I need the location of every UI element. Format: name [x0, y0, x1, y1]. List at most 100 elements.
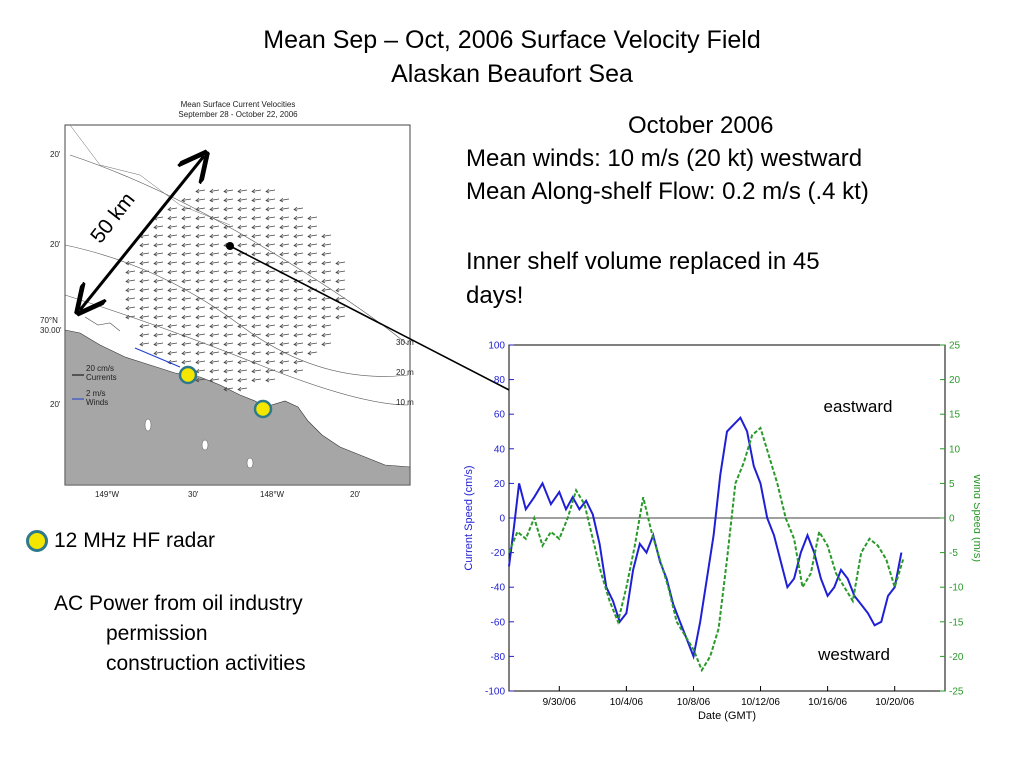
current-vector-head: [251, 197, 256, 203]
current-vector-head: [153, 332, 158, 338]
current-vector: [279, 198, 290, 201]
current-vector-head: [293, 224, 298, 230]
info-month: October 2006: [628, 112, 774, 139]
y2-tick-label: -10: [949, 583, 964, 594]
current-vector-head: [195, 323, 200, 329]
map-title-line1: Mean Surface Current Velocities: [181, 100, 296, 109]
current-vector: [195, 333, 206, 336]
current-vector-head: [195, 359, 200, 365]
current-vector: [153, 324, 164, 327]
y-tick-label: -60: [491, 617, 506, 628]
current-vector-head: [223, 233, 228, 239]
current-vector: [265, 189, 276, 192]
y-tick-label: 40: [494, 444, 506, 455]
current-vector-head: [223, 278, 228, 284]
current-vector-head: [223, 386, 228, 392]
current-vector: [223, 189, 234, 192]
lon-30-label: 30': [188, 490, 199, 499]
y2-tick-label: -5: [949, 548, 958, 559]
key-winds-line2: Winds: [86, 398, 108, 407]
current-vector-head: [279, 224, 284, 230]
x-axis-label: Date (GMT): [698, 710, 756, 722]
current-vector-head: [223, 215, 228, 221]
key-currents-line1: 20 cm/s: [86, 364, 114, 373]
current-vector: [237, 207, 248, 210]
current-vector-head: [237, 206, 242, 212]
current-vector-head: [265, 188, 270, 194]
current-vector: [153, 342, 164, 345]
annotation-westward: westward: [817, 645, 890, 664]
current-vector-head: [181, 332, 186, 338]
current-vector: [223, 234, 234, 237]
current-vector-head: [167, 350, 172, 356]
current-vector: [181, 360, 192, 363]
current-vector: [223, 207, 234, 210]
radar-site-2: [253, 399, 273, 419]
current-vector: [139, 324, 150, 327]
lake-1: [144, 418, 152, 432]
current-vector: [153, 351, 164, 354]
current-vector: [223, 216, 234, 219]
current-vector-head: [223, 197, 228, 203]
current-vector: [167, 342, 178, 345]
current-vector-head: [139, 341, 144, 347]
current-vector-head: [279, 215, 284, 221]
key-currents-line2: Currents: [86, 373, 117, 382]
current-vector-head: [223, 323, 228, 329]
x-tick-label: 10/12/06: [741, 697, 780, 708]
current-vector-head: [223, 287, 228, 293]
current-vector: [265, 234, 276, 237]
current-vector: [209, 216, 220, 219]
lon-149-label: 149°W: [95, 490, 120, 499]
current-vector-head: [223, 269, 228, 275]
current-vector-head: [237, 188, 242, 194]
current-vector: [195, 342, 206, 345]
current-vector-head: [265, 197, 270, 203]
y-tick-label: -20: [491, 548, 506, 559]
coastline-detail: [84, 316, 121, 332]
current-vector: [209, 306, 220, 309]
construction-label: construction activities: [106, 652, 306, 675]
current-vector: [237, 198, 248, 201]
wind-speed-line: [508, 426, 905, 673]
current-vector-head: [209, 341, 214, 347]
y2-tick-label: -15: [949, 617, 964, 628]
current-vector: [139, 342, 150, 345]
y-tick-label: 0: [499, 514, 505, 525]
current-vector-head: [153, 341, 158, 347]
y2-tick-label: 25: [949, 341, 961, 352]
current-vector: [293, 225, 304, 228]
current-vector: [181, 351, 192, 354]
current-vector-head: [223, 368, 228, 374]
x-tick-label: 10/4/06: [610, 697, 644, 708]
current-vector: [209, 324, 220, 327]
current-vector-head: [139, 323, 144, 329]
current-vector: [181, 324, 192, 327]
current-vector-head: [265, 206, 270, 212]
current-vector: [167, 324, 178, 327]
depth-10m-label: 10 m: [396, 398, 414, 407]
current-vector-head: [237, 224, 242, 230]
radar-site-1: [178, 365, 198, 385]
y-tick-label: 80: [494, 375, 506, 386]
current-vector: [209, 252, 220, 255]
lon-148-label: 148°W: [260, 490, 285, 499]
current-vector: [209, 288, 220, 291]
map-title-line2: September 28 - October 22, 2006: [178, 110, 298, 119]
current-vector-head: [223, 332, 228, 338]
slide-title-line2: Alaskan Beaufort Sea: [391, 60, 633, 88]
current-vector-head: [209, 332, 214, 338]
current-vector: [307, 234, 318, 237]
velocity-map: Mean Surface Current Velocities Septembe…: [40, 100, 414, 499]
radar-label: 12 MHz HF radar: [54, 529, 216, 552]
current-wind-chart: -100-80-60-40-20020406080100-25-20-15-10…: [463, 341, 980, 723]
current-vector: [265, 243, 276, 246]
current-vector-head: [307, 215, 312, 221]
y2-tick-label: 5: [949, 479, 955, 490]
annotation-eastward: eastward: [824, 397, 893, 416]
wind-vector: [134, 347, 181, 368]
current-vector-head: [223, 305, 228, 311]
current-vector-head: [223, 341, 228, 347]
current-vector: [293, 207, 304, 210]
current-vector-head: [153, 323, 158, 329]
